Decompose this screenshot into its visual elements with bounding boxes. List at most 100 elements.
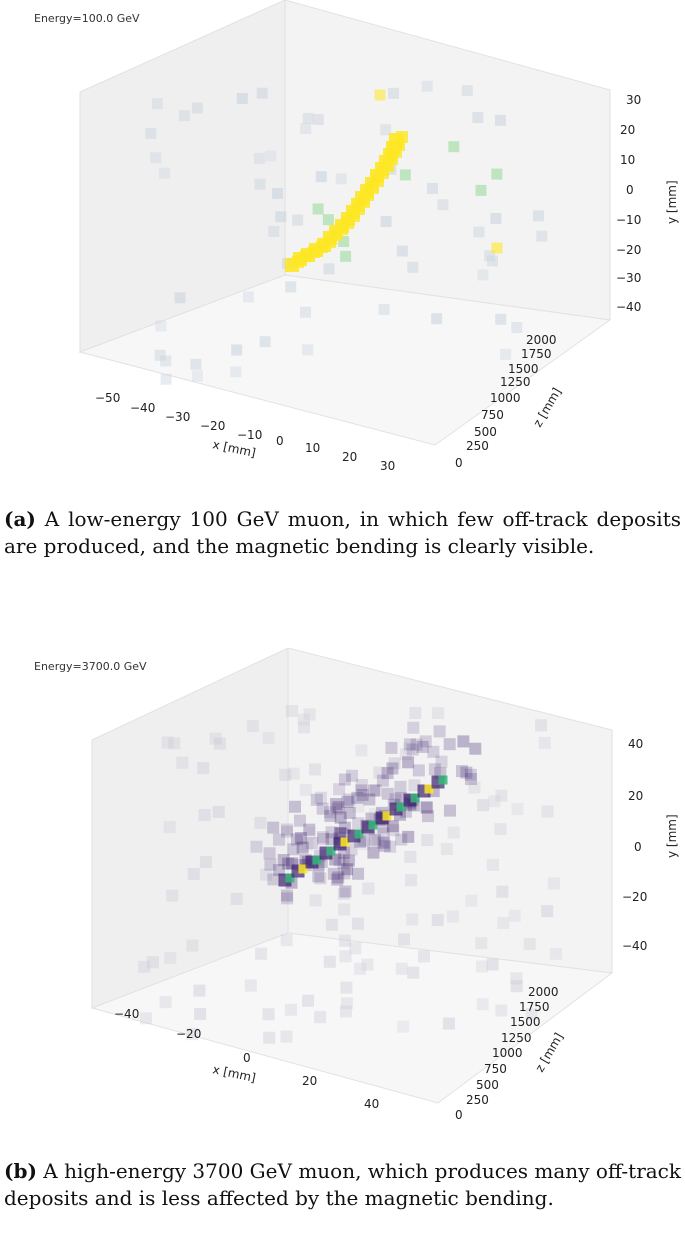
deposit-cube (230, 366, 242, 378)
deposit-cube (343, 793, 356, 806)
energy-label-b: Energy=3700.0 GeV (34, 660, 147, 673)
deposit-cube (268, 225, 280, 237)
caption-label-b: (b) (4, 1159, 37, 1183)
deposit-cube (354, 829, 364, 839)
deposit-cube (293, 814, 306, 827)
deposit-cube (361, 958, 374, 971)
deposit-cube (367, 846, 380, 859)
deposit-cube (367, 784, 380, 797)
deposit-cube (151, 98, 163, 110)
deposit-cube (402, 742, 415, 755)
deposit-cube (486, 958, 499, 971)
deposit-cube (407, 721, 420, 734)
deposit-cube (435, 755, 448, 768)
y-axis-b: 40 20 0 −20 −40 y [mm] (622, 737, 679, 953)
deposit-cube (246, 719, 259, 732)
deposit-cube (398, 933, 411, 946)
x-tick: 0 (276, 434, 284, 448)
deposit-cube (256, 87, 268, 99)
deposit-cube (279, 768, 292, 781)
z-tick: 1500 (510, 1015, 541, 1029)
deposit-cube (342, 854, 355, 867)
deposit-cube (494, 114, 506, 126)
deposit-cube (260, 868, 273, 881)
deposit-cube (448, 141, 460, 153)
deposit-cube (339, 885, 352, 898)
z-tick: 2000 (528, 985, 559, 999)
z-tick: 0 (455, 456, 463, 470)
deposit-cube (424, 784, 434, 794)
plot-3d-a: Energy=100.0 GeV −50 −40 −30 −20 −10 0 1… (34, 0, 679, 473)
deposit-cube (473, 226, 485, 238)
deposit-cube (287, 843, 300, 856)
deposit-cube (341, 795, 354, 808)
deposit-cube (340, 250, 352, 262)
deposit-cube (306, 836, 319, 849)
deposit-cube (250, 840, 263, 853)
y-tick: 30 (626, 93, 641, 107)
y-tick: −40 (622, 939, 647, 953)
deposit-cube (380, 124, 392, 136)
deposit-cube (174, 292, 186, 304)
deposit-cube (314, 791, 327, 804)
deposit-cube (331, 802, 344, 815)
deposit-cube (324, 809, 337, 822)
deposit-cube (355, 744, 368, 757)
deposit-cube (275, 211, 287, 223)
deposit-cube (285, 281, 297, 293)
deposit-cube (397, 1020, 410, 1033)
deposit-cube (394, 780, 407, 793)
deposit-cube (334, 811, 347, 824)
z-tick: 1250 (501, 1031, 532, 1045)
deposit-cube (510, 972, 523, 985)
deposit-cube (541, 805, 554, 818)
deposit-cube (352, 800, 365, 813)
deposit-cube (355, 784, 368, 797)
deposit-cube (510, 980, 523, 993)
deposit-cube (549, 947, 562, 960)
deposit-cube (356, 788, 369, 801)
deposit-cube (303, 823, 316, 836)
deposit-cube (456, 765, 469, 778)
deposit-cube (327, 867, 340, 880)
deposit-cube (154, 349, 166, 361)
deposit-cube (381, 767, 394, 780)
x-tick: 10 (305, 441, 320, 455)
deposit-cube (294, 832, 307, 845)
deposit-cube (395, 962, 408, 975)
deposit-cube (280, 934, 293, 947)
deposit-cube (176, 756, 189, 769)
deposit-cube (236, 93, 248, 105)
deposit-cube (532, 210, 544, 222)
deposit-cube (389, 793, 402, 806)
z-tick: 250 (466, 1093, 489, 1107)
z-tick: 1000 (490, 391, 521, 405)
deposit-cube (395, 833, 408, 846)
deposit-cube (166, 889, 179, 902)
deposit-cube (302, 112, 314, 124)
deposit-cube (376, 774, 389, 787)
deposit-cube (230, 892, 243, 905)
x-axis-label: x [mm] (211, 1062, 257, 1085)
deposit-cube (410, 738, 423, 751)
deposit-cube (297, 713, 310, 726)
deposit-cube (457, 735, 470, 748)
deposit-cube (138, 960, 151, 973)
deposit-cube (475, 937, 488, 950)
caption-label-a: (a) (4, 507, 36, 531)
deposit-cube (338, 867, 351, 880)
deposit-cube (272, 187, 284, 199)
deposit-cube (194, 1008, 207, 1021)
deposit-cube (341, 863, 354, 876)
deposit-cube (159, 167, 171, 179)
deposit-cube (296, 841, 309, 854)
deposit-cube (433, 725, 446, 738)
deposit-cube (523, 937, 536, 950)
deposit-cube (337, 887, 350, 900)
deposit-cube (468, 781, 481, 794)
deposit-cube (382, 811, 392, 821)
deposit-cube (491, 168, 503, 180)
deposit-cube (339, 1005, 352, 1018)
deposit-cube (178, 110, 190, 122)
deposit-cube (163, 821, 176, 834)
